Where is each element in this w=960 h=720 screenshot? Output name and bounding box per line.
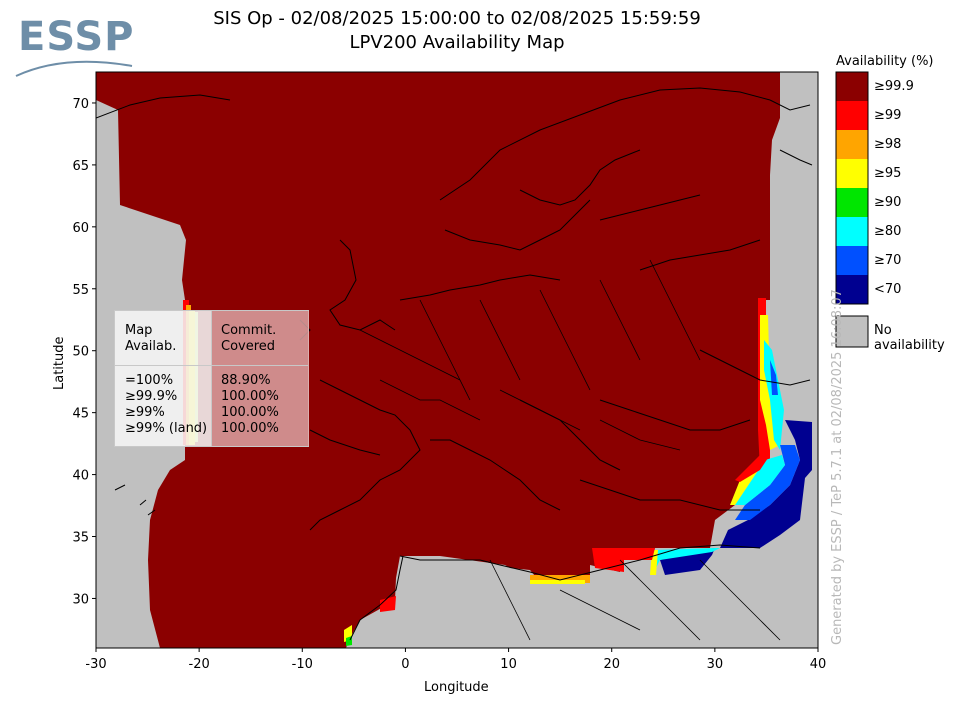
x-tick-label: 0 [401, 657, 409, 672]
y-tick-label: 60 [72, 221, 89, 236]
y-tick-label: 30 [72, 592, 89, 607]
stats-row-value: 100.00% [221, 421, 279, 436]
south-cyan [655, 548, 720, 570]
y-tick-label: 45 [72, 407, 89, 422]
stats-box: Map Availab. Commit. Covered =100% ≥99.9… [114, 310, 309, 447]
legend-label: ≥90 [874, 195, 902, 210]
stats-col-commit [211, 311, 309, 446]
stats-row-value: 88.90% [221, 373, 271, 388]
east-edge-red-2 [735, 455, 770, 482]
legend-label: ≥70 [874, 253, 902, 268]
x-tick-label: -10 [292, 657, 313, 672]
legend-label: ≥99.9 [874, 79, 914, 94]
stats-header-map-1: Map [125, 323, 153, 338]
east-dark-blue [720, 420, 812, 548]
stats-row-label: ≥99.9% [125, 389, 178, 404]
logo-text: ESSP [18, 14, 135, 60]
y-tick-label: 65 [72, 159, 89, 174]
legend-label: ≥99 [874, 108, 902, 123]
stats-row-label: =100% [125, 373, 174, 388]
y-tick-label: 70 [72, 97, 89, 112]
stats-divider [115, 365, 308, 366]
stats-header-commit-2: Covered [221, 339, 276, 354]
x-tick-label: -20 [189, 657, 210, 672]
y-tick-label: 40 [72, 469, 89, 484]
stats-row-label: ≥99% [125, 405, 165, 420]
generated-watermark: Generated by ESSP / TeP 5.7.1 at 02/08/2… [830, 289, 845, 645]
plot-frame [95, 71, 819, 649]
east-edge-blue [770, 360, 778, 395]
legend-label: ≥98 [874, 137, 902, 152]
x-tick-label: 10 [500, 657, 517, 672]
availability-region-main [96, 72, 780, 648]
stats-header-map-2: Availab. [125, 339, 177, 354]
y-ticks: 30 35 40 45 50 55 60 65 70 [72, 97, 96, 607]
x-tick-label: 40 [810, 657, 827, 672]
x-tick-label: 30 [707, 657, 724, 672]
logo-swoosh-icon [15, 60, 133, 77]
stats-col-map [115, 311, 211, 446]
south-dark-blue [660, 548, 715, 575]
map-subtitle: LPV200 Availability Map [349, 32, 565, 53]
south-orange-strip [530, 575, 590, 583]
legend-no-availability-label: No availability [874, 323, 945, 353]
east-edge-blue-2 [735, 445, 800, 520]
stats-row-value: 100.00% [221, 405, 279, 420]
x-tick-label: 20 [603, 657, 620, 672]
y-tick-label: 50 [72, 345, 89, 360]
country-borders [359, 259, 781, 641]
legend-label: ≥95 [874, 166, 902, 181]
east-edge-cyan-2 [735, 455, 785, 505]
legend-label: ≥80 [874, 224, 902, 239]
morocco-edge [380, 596, 396, 612]
stats-row-value: 100.00% [221, 389, 279, 404]
x-ticks: -30 -20 -10 0 10 20 30 40 [85, 648, 826, 672]
stats-row-label: ≥99% (land) [125, 421, 208, 436]
y-tick-label: 55 [72, 283, 89, 298]
map-title: SIS Op - 02/08/2025 15:00:00 to 02/08/20… [213, 8, 701, 29]
legend-title: Availability (%) [836, 54, 934, 69]
stats-header-commit-1: Commit. [221, 323, 277, 338]
y-tick-label: 35 [72, 531, 89, 546]
south-red [592, 548, 655, 572]
south-yellow-strip [530, 580, 585, 584]
east-edge-yellow-2 [730, 460, 765, 505]
legend-label: <70 [874, 282, 902, 297]
y-axis-label: Latitude [52, 336, 67, 390]
essp-logo: ESSP [14, 14, 134, 84]
x-axis-label: Longitude [424, 680, 489, 695]
x-tick-label: -30 [85, 657, 106, 672]
